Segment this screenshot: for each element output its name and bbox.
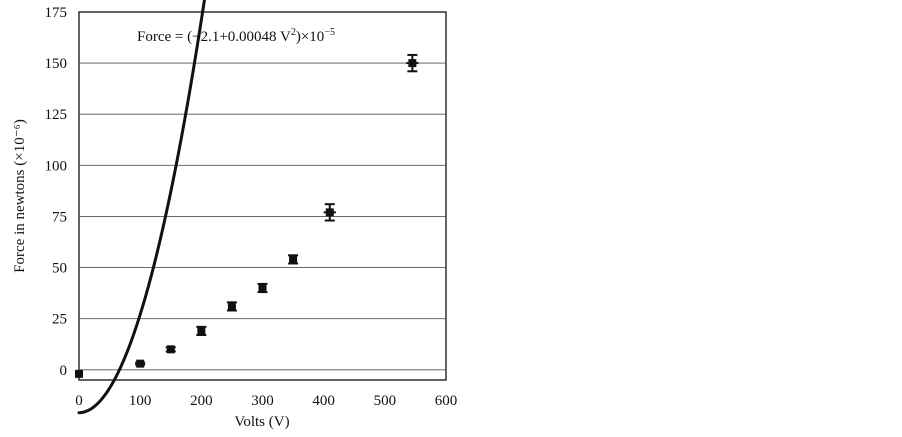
- y-tick-label: 125: [45, 107, 68, 123]
- y-tick-label: 25: [52, 312, 67, 328]
- equation-prefix: Force = (−2.1+0.00048 V: [137, 29, 291, 45]
- y-tick-label: 100: [45, 158, 68, 174]
- x-tick-label: 100: [129, 393, 152, 409]
- y-tick-label: 175: [45, 5, 68, 21]
- x-axis-title: Volts (V): [234, 414, 289, 430]
- point-marker: [289, 255, 298, 264]
- data-point: [257, 282, 268, 294]
- point-marker: [227, 302, 236, 311]
- data-point: [288, 254, 299, 265]
- y-tick-label: 75: [52, 209, 67, 225]
- data-point: [75, 369, 83, 378]
- point-marker: [258, 284, 267, 292]
- x-tick-label: 300: [251, 393, 274, 409]
- data-point: [226, 301, 237, 312]
- point-marker: [75, 369, 83, 378]
- x-tick-label: 200: [190, 393, 213, 409]
- point-marker: [197, 326, 206, 335]
- equation-middle: )×10: [296, 29, 324, 45]
- data-point: [406, 53, 419, 73]
- data-point: [196, 325, 207, 337]
- data-point: [165, 345, 176, 354]
- equation-exponent-2: 2: [291, 27, 296, 38]
- point-marker: [166, 345, 175, 354]
- point-marker: [136, 359, 145, 368]
- data-point: [135, 359, 146, 368]
- y-tick-label: 50: [52, 261, 67, 277]
- x-tick-label: 500: [374, 393, 397, 409]
- equation-exponent-neg5: −5: [324, 27, 335, 38]
- y-axis-title: Force in newtons (×10⁻⁶): [12, 119, 28, 273]
- fit-curve-group: [77, 0, 206, 415]
- x-tick-label: 600: [435, 393, 458, 409]
- x-tick-label: 400: [312, 393, 335, 409]
- equation-label: Force = (−2.1+0.00048 V2)×10−5: [137, 27, 335, 45]
- plot-frame: [78, 11, 447, 381]
- tick-labels: 0 25 50 75 100 125 150 175 0 100 200 300 400 500 600: [45, 5, 458, 409]
- grid-lines: [79, 62, 446, 371]
- y-tick-label: 0: [60, 363, 68, 379]
- y-tick-label: 150: [45, 56, 68, 72]
- fit-curve: [77, 0, 206, 415]
- data-point: [323, 203, 336, 222]
- x-tick-label: 0: [75, 393, 83, 409]
- data-points: [75, 53, 419, 378]
- point-marker: [325, 208, 334, 217]
- point-marker: [408, 59, 417, 68]
